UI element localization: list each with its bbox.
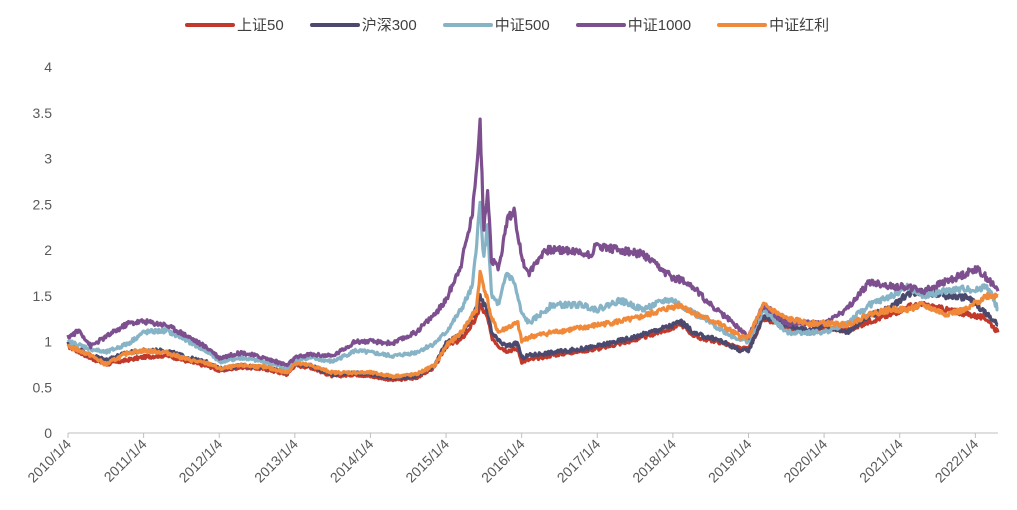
x-tick-label: 2020/1/4 [780, 436, 830, 486]
y-tick-label: 3.5 [33, 105, 53, 121]
legend-swatch [185, 22, 235, 27]
x-tick-label: 2019/1/4 [705, 436, 755, 486]
legend-swatch [309, 22, 360, 27]
legend-item-zz500[interactable]: 中证500 [442, 14, 550, 35]
x-tick-label: 2012/1/4 [175, 436, 225, 486]
x-tick-label: 2014/1/4 [327, 436, 377, 486]
legend: 上证50 沪深300 中证500 中证1000 中证红利 [185, 14, 855, 35]
series-line-0 [67, 301, 1000, 383]
x-tick-label: 2013/1/4 [251, 436, 301, 486]
y-tick-label: 2.5 [33, 196, 53, 212]
y-tick-label: 1 [44, 334, 52, 350]
y-tick-label: 0 [44, 425, 52, 441]
legend-label: 中证500 [494, 17, 550, 34]
legend-swatch [717, 22, 768, 27]
legend-swatch [575, 22, 626, 27]
legend-item-sz50[interactable]: 上证50 [185, 14, 284, 35]
legend-label: 中证红利 [769, 17, 830, 34]
y-tick-label: 0.5 [33, 379, 53, 395]
x-tick-label: 2022/1/4 [932, 436, 982, 486]
x-tick-label: 2016/1/4 [478, 436, 528, 486]
legend-label: 中证1000 [627, 17, 692, 34]
x-tick-label: 2017/1/4 [554, 436, 604, 486]
x-tick-label: 2021/1/4 [856, 436, 906, 486]
y-tick-label: 2 [44, 242, 52, 258]
legend-item-hs300[interactable]: 沪深300 [309, 14, 417, 35]
x-tick-label: 2015/1/4 [402, 436, 452, 486]
series-line-4 [66, 269, 999, 379]
legend-swatch [442, 22, 493, 27]
x-tick-label: 2011/1/4 [101, 436, 150, 485]
x-tick-label: 2018/1/4 [629, 436, 679, 486]
legend-label: 上证50 [237, 17, 284, 34]
x-tick-label: 2010/1/4 [24, 436, 74, 486]
y-tick-label: 3 [44, 151, 52, 167]
series-line-3 [66, 117, 1000, 368]
legend-item-zz1000[interactable]: 中证1000 [575, 14, 692, 35]
y-tick-label: 1.5 [33, 288, 53, 304]
series-line-2 [66, 200, 999, 371]
legend-label: 沪深300 [361, 17, 417, 34]
legend-item-zzhl[interactable]: 中证红利 [717, 14, 829, 35]
y-tick-label: 4 [44, 59, 52, 75]
